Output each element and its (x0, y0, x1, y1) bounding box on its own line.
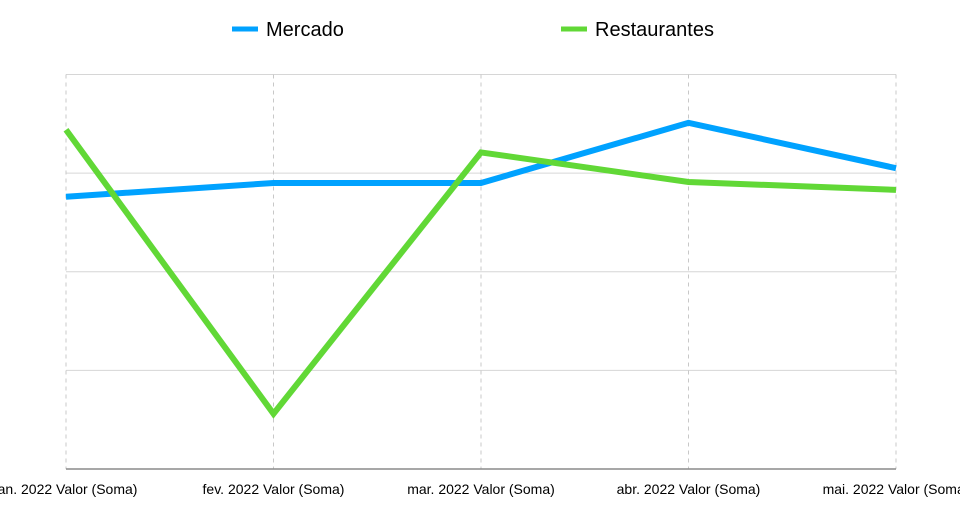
legend-label: Mercado (266, 19, 344, 41)
legend-label: Restaurantes (595, 19, 714, 41)
series-line-restaurantes (63, 127, 897, 419)
series-line-mercado (65, 119, 897, 200)
x-tick-label: jan. 2022 Valor (Soma) (0, 481, 137, 497)
x-tick-label: abr. 2022 Valor (Soma) (617, 481, 761, 497)
x-tick-label: fev. 2022 Valor (Soma) (203, 481, 345, 497)
x-tick-label: mar. 2022 Valor (Soma) (407, 481, 555, 497)
x-tick-label: mai. 2022 Valor (Soma) (823, 481, 960, 497)
